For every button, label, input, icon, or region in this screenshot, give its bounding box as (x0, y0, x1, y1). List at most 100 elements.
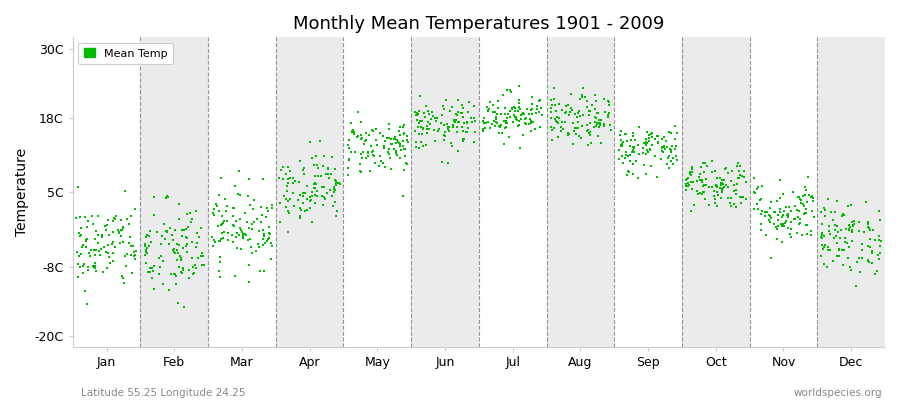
Point (412, 93, 427, 99)
Point (591, 117, 606, 124)
Point (557, 110, 572, 116)
Point (693, 177, 707, 183)
Point (355, 155, 369, 162)
Point (310, 188, 325, 194)
Point (399, 159, 413, 166)
Point (388, 134, 402, 140)
Point (778, 218, 793, 224)
Point (195, 262, 210, 269)
Point (797, 210, 812, 216)
Point (874, 238, 888, 245)
Point (230, 230, 244, 236)
Point (348, 148, 363, 155)
Point (715, 179, 729, 186)
Point (166, 247, 180, 253)
Point (715, 189, 729, 195)
Point (730, 162, 744, 169)
Point (697, 183, 711, 190)
Point (238, 231, 252, 238)
Point (821, 244, 835, 250)
Point (820, 264, 834, 270)
Bar (140, 37, 208, 347)
Point (234, 246, 248, 253)
Point (411, 124, 426, 130)
Point (78, 238, 93, 244)
Point (450, 129, 464, 135)
Point (428, 127, 442, 134)
Point (584, 140, 598, 146)
Point (709, 183, 724, 190)
Point (99, 249, 113, 255)
Point (716, 181, 730, 187)
Point (511, 108, 526, 115)
Point (779, 212, 794, 218)
Point (814, 242, 829, 248)
Point (687, 202, 701, 208)
Point (302, 194, 317, 200)
Point (783, 231, 797, 237)
Point (297, 171, 311, 178)
Point (350, 134, 365, 140)
Point (828, 226, 842, 233)
Point (155, 233, 169, 239)
Point (693, 170, 707, 177)
Point (529, 110, 544, 116)
Point (179, 226, 194, 232)
Point (575, 91, 590, 98)
Point (834, 227, 849, 234)
Point (170, 250, 184, 256)
Point (544, 109, 558, 115)
Point (217, 229, 231, 235)
Point (776, 212, 790, 218)
Point (518, 121, 533, 128)
Point (243, 244, 257, 250)
Point (410, 110, 425, 117)
Point (499, 118, 513, 125)
Point (307, 200, 321, 206)
Point (281, 180, 295, 186)
Point (490, 120, 504, 127)
Point (768, 209, 782, 215)
Point (384, 140, 399, 147)
Point (489, 119, 503, 125)
Point (709, 182, 724, 188)
Point (623, 152, 637, 159)
Point (144, 239, 158, 245)
Point (597, 121, 611, 127)
Point (309, 181, 323, 187)
Point (101, 250, 115, 256)
Point (171, 242, 185, 248)
Point (512, 100, 526, 106)
Point (366, 152, 381, 158)
Point (167, 246, 182, 252)
Point (490, 116, 504, 122)
Point (342, 137, 356, 144)
Point (627, 145, 642, 151)
Point (864, 260, 878, 266)
Point (491, 123, 506, 129)
Point (281, 229, 295, 235)
Point (176, 227, 191, 234)
Point (486, 102, 500, 108)
Point (640, 139, 654, 146)
Point (225, 222, 239, 228)
Point (291, 196, 305, 203)
Point (454, 124, 469, 130)
Point (770, 226, 784, 232)
Point (109, 213, 123, 220)
Point (598, 123, 612, 129)
Point (80, 301, 94, 308)
Point (296, 190, 310, 196)
Point (872, 237, 886, 244)
Point (182, 267, 196, 274)
Point (532, 98, 546, 104)
Point (580, 98, 595, 104)
Point (207, 206, 221, 213)
Point (412, 131, 427, 137)
Point (122, 220, 136, 227)
Point (562, 112, 576, 118)
Point (101, 217, 115, 224)
Point (872, 256, 886, 262)
Point (639, 170, 653, 177)
Point (861, 257, 876, 264)
